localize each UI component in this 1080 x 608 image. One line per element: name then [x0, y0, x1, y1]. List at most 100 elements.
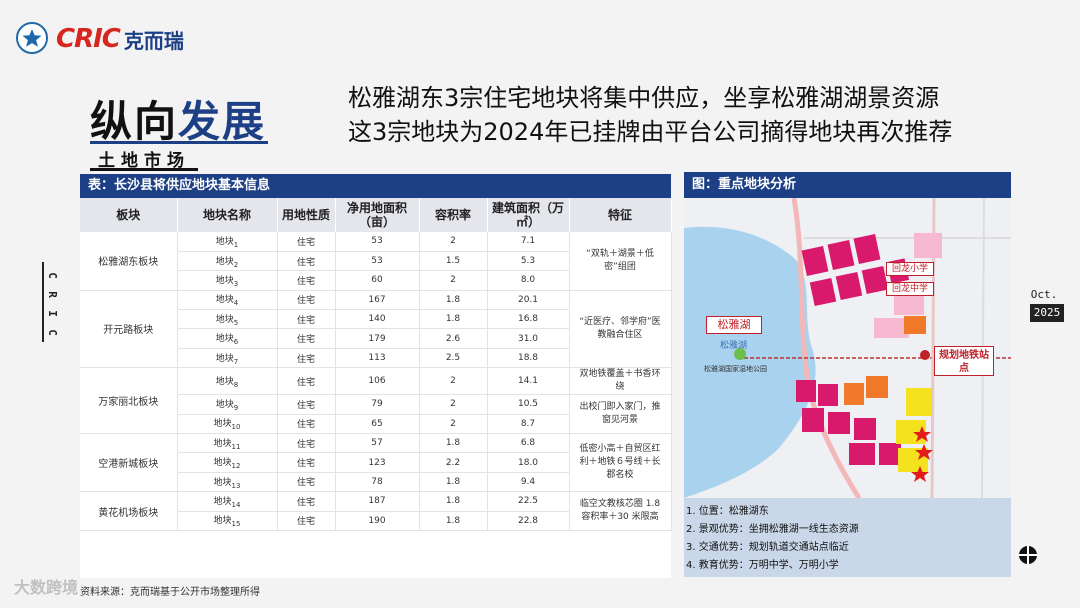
area-cell: 53 [335, 251, 420, 272]
table-row: 开元路板块 地块4 住宅 167 1.8 20.1 “近医疗、邻学府”医教融合住区 [80, 290, 672, 369]
feature-cell: 低密小高＋自贸区红利＋地铁６号线＋长郡名校 [569, 433, 672, 493]
use-cell: 住宅 [277, 232, 336, 252]
side-letter: C [45, 329, 59, 336]
gfa-cell: 5.3 [487, 251, 570, 272]
far-cell: 1.5 [419, 251, 488, 272]
far-cell: 2 [419, 232, 488, 252]
section-subtitle: 土地市场 [98, 151, 190, 171]
feature-cell: “近医疗、邻学府”医教融合住区 [569, 290, 672, 369]
plot-name-cell: 地块2 [177, 251, 278, 272]
col-header: 建筑面积（万㎡） [487, 198, 570, 232]
use-cell: 住宅 [277, 472, 336, 493]
far-cell: 2.5 [419, 348, 488, 369]
map-drawing [684, 198, 1011, 498]
col-header: 净用地面积（亩） [335, 198, 420, 232]
gfa-cell: 18.8 [487, 348, 570, 369]
block-cell: 万家丽北板块 [80, 367, 178, 435]
map-image: 松雅湖 松雅湖 松雅湖国家湿地公园 回龙小学 回龙中学 规划地铁站点 [684, 198, 1011, 498]
section-title-b: 发展 [178, 97, 267, 146]
use-cell: 住宅 [277, 309, 336, 330]
table-body: 松雅湖东板块 地块1 住宅 53 2 7.1 “双轨＋湖景＋低密”组团 地块2 住宅 53 1.5 5… [80, 232, 672, 531]
date-year: 2025 [1030, 304, 1064, 322]
use-cell: 住宅 [277, 328, 336, 349]
table-row: 地块6 住宅 179 2.6 31.0 [80, 328, 671, 349]
block-cell: 黄花机场板块 [80, 491, 178, 531]
far-cell: 1.8 [419, 433, 488, 454]
plot-name-cell: 地块7 [177, 348, 278, 369]
table-row: 地块9 住宅 79 2 10.5 出校门即入家门，推窗见河景 [80, 394, 672, 435]
table-row: 地块7 住宅 113 2.5 18.8 [80, 348, 671, 369]
headline-line-2: 这3宗地块为2024年已挂牌由平台公司摘得地块再次推荐 [348, 118, 953, 146]
metro-station-dot [920, 350, 930, 360]
use-cell: 住宅 [277, 394, 336, 415]
plot-name-cell: 地块10 [177, 414, 278, 435]
section-title: 纵向发展 [90, 88, 266, 149]
table-row: 地块13 住宅 78 1.8 9.4 [80, 472, 671, 493]
source-note: 资料来源：克而瑞基于公开市场整理所得 [80, 587, 260, 598]
gfa-cell: 20.1 [487, 290, 570, 311]
area-cell: 123 [335, 452, 420, 473]
use-cell: 住宅 [277, 452, 336, 473]
plot-name-cell: 地块15 [177, 511, 278, 531]
gfa-cell: 22.5 [487, 491, 570, 512]
side-letter: R [45, 291, 59, 298]
plot-name-cell: 地块8 [177, 367, 278, 396]
area-cell: 60 [335, 270, 420, 291]
plot-number: 6 [233, 338, 239, 347]
col-header: 板块 [80, 198, 178, 232]
gfa-cell: 8.7 [487, 414, 570, 435]
table-row: 万家丽北板块 地块8 住宅 106 2 14.1 双地铁覆盖＋书香环绕 [80, 367, 672, 435]
far-cell: 1.8 [419, 491, 488, 512]
map-info-list: 1. 位置：松雅湖东 2. 景观优势：坐拥松雅湖一线生态资源 3. 交通优势：规… [684, 498, 1011, 577]
lake-label-box: 松雅湖 [706, 316, 762, 334]
area-cell: 187 [335, 491, 420, 512]
gfa-cell: 6.8 [487, 433, 570, 454]
gfa-cell: 9.4 [487, 472, 570, 493]
block-cell: 开元路板块 [80, 290, 178, 369]
section-title-a: 纵向 [90, 97, 179, 146]
area-cell: 167 [335, 290, 420, 311]
table-row: 地块5 住宅 140 1.8 16.8 [80, 309, 671, 330]
block-cell: 松雅湖东板块 [80, 232, 178, 291]
map-caption: 图：重点地块分析 [684, 172, 1011, 198]
col-header: 地块名称 [177, 198, 278, 232]
use-cell: 住宅 [277, 348, 336, 369]
plot-name-cell: 地块5 [177, 309, 278, 330]
park-name: 松雅湖国家湿地公园 [704, 365, 767, 373]
area-cell: 53 [335, 232, 420, 252]
use-cell: 住宅 [277, 491, 336, 512]
plot-name: 地块 [215, 237, 234, 248]
plot-name-cell: 地块11 [177, 433, 278, 454]
gfa-cell: 7.1 [487, 232, 570, 252]
logo-emblem-icon [16, 22, 48, 54]
table-header-row: 板块 地块名称 用地性质 净用地面积（亩） 容积率 建筑面积（万㎡） 特征 [80, 198, 672, 232]
feature-cell: 双地铁覆盖＋书香环绕 [569, 367, 672, 396]
land-table-panel: 表：长沙县将供应地块基本信息 板块 地块名称 用地性质 净用地面积（亩） 容积率… [80, 174, 672, 578]
plot-number: 1 [233, 240, 239, 249]
section-subtitle-underline [90, 168, 198, 171]
plot-number: 7 [233, 357, 239, 366]
gfa-cell: 10.5 [487, 394, 570, 415]
plot-name: 地块 [213, 516, 232, 527]
plot-number: 5 [233, 318, 239, 327]
star-markers [911, 426, 933, 482]
far-cell: 1.8 [419, 290, 488, 311]
logo: CRIC 克而瑞 [56, 24, 184, 54]
col-header: 特征 [569, 198, 672, 232]
plot-name-cell: 地块1 [177, 232, 278, 252]
park-dot [734, 348, 746, 360]
metro-label: 规划地铁站点 [934, 346, 994, 376]
plot-number: 14 [231, 500, 241, 509]
area-cell: 179 [335, 328, 420, 349]
plot-name: 地块 [215, 295, 234, 306]
table-row: 地块3 住宅 60 2 8.0 [80, 270, 671, 291]
use-cell: 住宅 [277, 251, 336, 272]
table-row: 地块2 住宅 53 1.5 5.3 [80, 251, 671, 272]
side-rule [42, 262, 44, 342]
plot-number: 11 [231, 442, 241, 451]
plot-number: 4 [233, 299, 239, 308]
far-cell: 1.8 [419, 309, 488, 330]
plot-name: 地块 [215, 314, 234, 325]
plot-number: 12 [231, 462, 241, 470]
plot-name-cell: 地块14 [177, 491, 278, 512]
